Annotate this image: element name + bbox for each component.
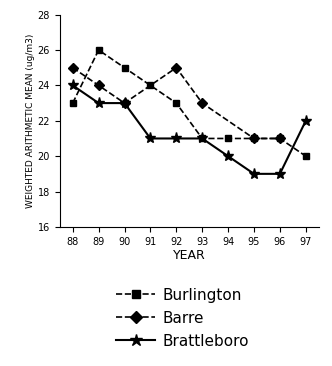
Burlington <box>226 136 230 141</box>
Brattleboro <box>123 101 126 105</box>
Burlington <box>174 101 178 105</box>
Burlington <box>304 154 308 158</box>
Burlington <box>71 101 75 105</box>
Brattleboro <box>252 172 256 176</box>
Barre <box>123 101 126 105</box>
Barre <box>174 66 178 70</box>
Burlington <box>252 136 256 141</box>
Barre <box>200 101 204 105</box>
Brattleboro <box>304 119 308 123</box>
X-axis label: YEAR: YEAR <box>173 249 206 262</box>
Line: Burlington: Burlington <box>69 46 309 160</box>
Line: Brattleboro: Brattleboro <box>67 80 311 179</box>
Burlington <box>200 136 204 141</box>
Line: Barre: Barre <box>69 64 283 142</box>
Barre <box>97 83 101 87</box>
Brattleboro <box>200 136 204 141</box>
Burlington <box>148 83 152 87</box>
Barre <box>278 136 282 141</box>
Y-axis label: WEIGHTED ARITHMETIC MEAN (ug/m3): WEIGHTED ARITHMETIC MEAN (ug/m3) <box>26 34 35 208</box>
Barre <box>71 66 75 70</box>
Brattleboro <box>278 172 282 176</box>
Barre <box>252 136 256 141</box>
Burlington <box>97 48 101 52</box>
Brattleboro <box>97 101 101 105</box>
Burlington <box>278 136 282 141</box>
Legend: Burlington, Barre, Brattleboro: Burlington, Barre, Brattleboro <box>110 282 255 355</box>
Brattleboro <box>71 83 75 87</box>
Brattleboro <box>174 136 178 141</box>
Brattleboro <box>226 154 230 158</box>
Burlington <box>123 66 126 70</box>
Brattleboro <box>148 136 152 141</box>
